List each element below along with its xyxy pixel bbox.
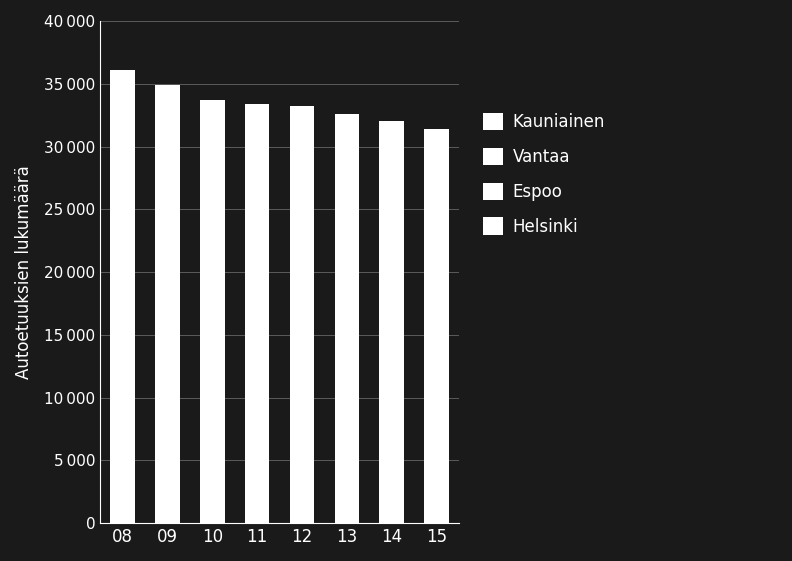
Bar (425, 352, 449, 454)
Bar (245, 456, 269, 514)
Bar (110, 340, 135, 453)
Bar (290, 107, 314, 347)
Bar (245, 514, 269, 523)
Bar (334, 114, 360, 350)
Bar (110, 70, 135, 340)
Bar (200, 456, 225, 514)
Bar (200, 346, 225, 456)
Bar (290, 454, 314, 514)
Legend: Kauniainen, Vantaa, Espoo, Helsinki: Kauniainen, Vantaa, Espoo, Helsinki (474, 105, 614, 244)
Bar (110, 453, 135, 512)
Bar (334, 350, 360, 456)
Bar (290, 514, 314, 523)
Bar (379, 121, 404, 350)
Bar (245, 347, 269, 456)
Bar (290, 347, 314, 454)
Bar (425, 454, 449, 514)
Bar (155, 514, 180, 523)
Bar (245, 104, 269, 347)
Bar (200, 514, 225, 523)
Y-axis label: Autoetuuksien lukumäärä: Autoetuuksien lukumäärä (15, 165, 33, 379)
Bar (334, 456, 360, 514)
Bar (379, 454, 404, 514)
Bar (425, 129, 449, 352)
Bar (379, 350, 404, 454)
Bar (155, 85, 180, 345)
Bar (110, 512, 135, 523)
Bar (155, 345, 180, 456)
Bar (155, 456, 180, 514)
Bar (425, 514, 449, 523)
Bar (200, 100, 225, 346)
Bar (379, 514, 404, 523)
Bar (334, 514, 360, 523)
